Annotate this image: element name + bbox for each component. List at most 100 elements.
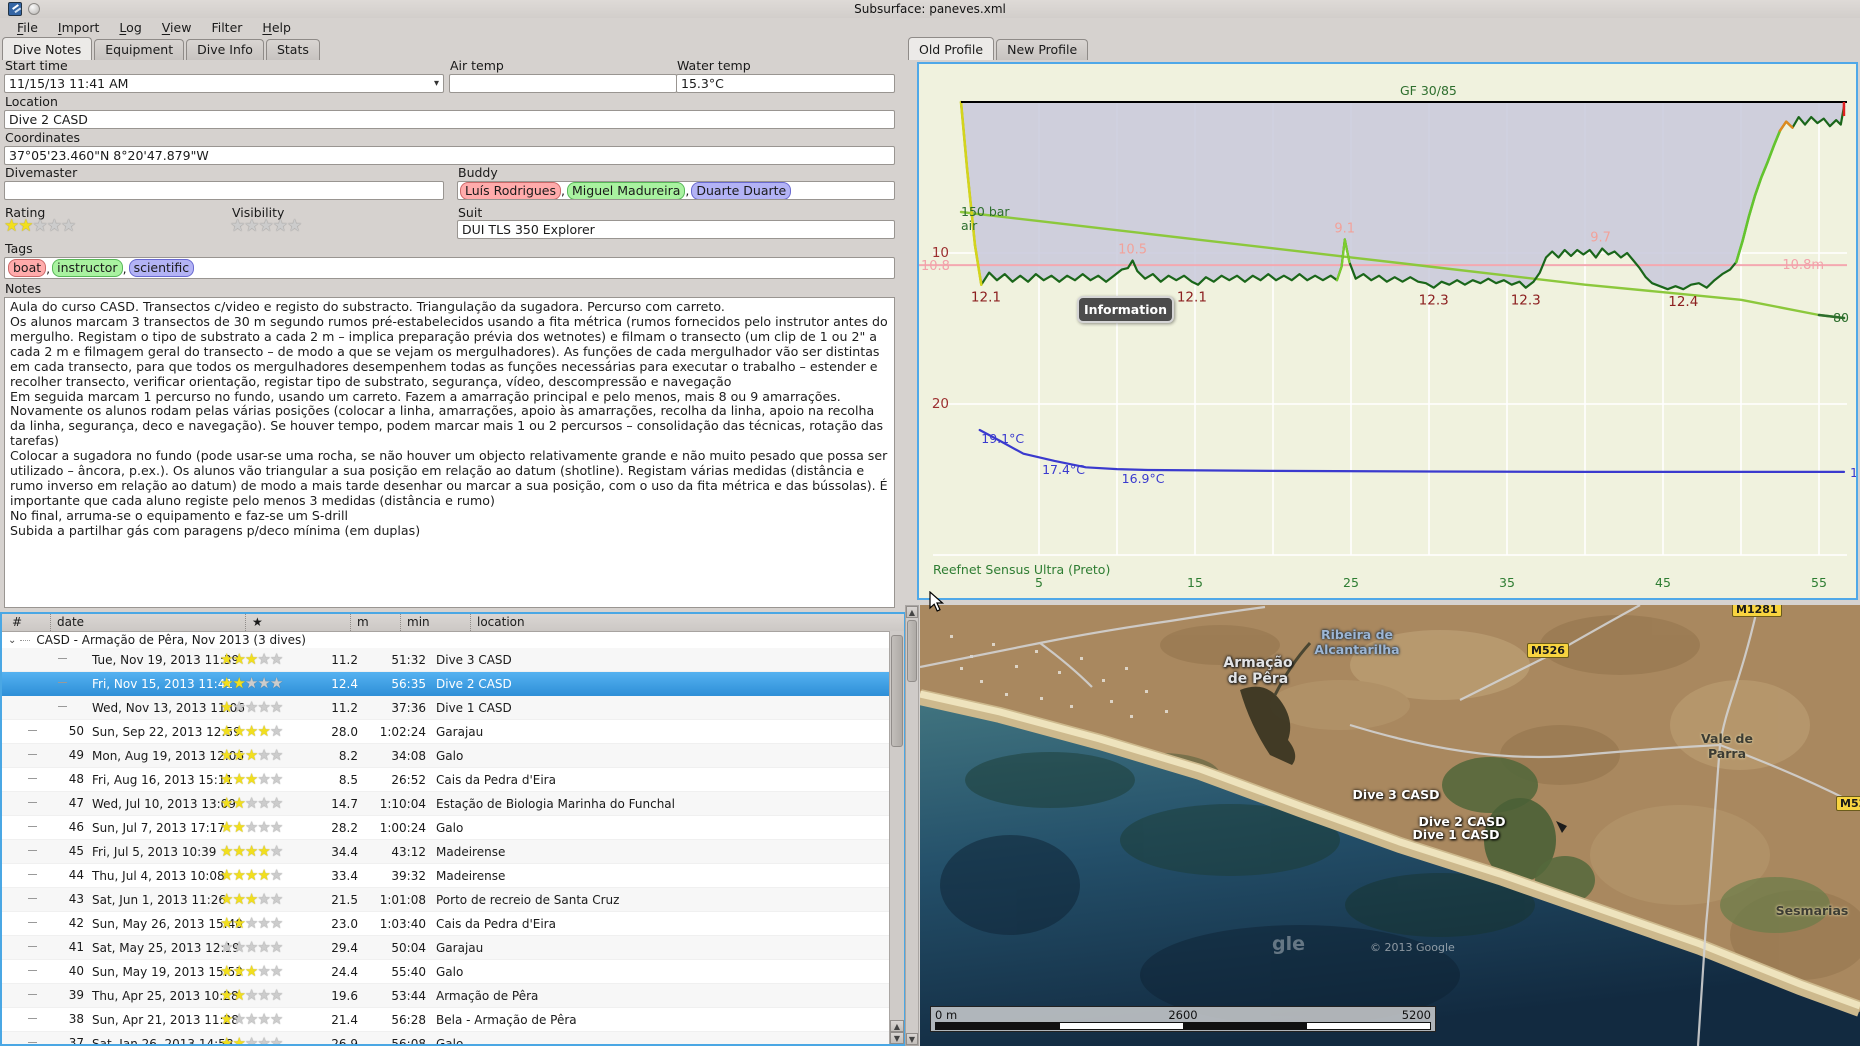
dive-date: Wed, Nov 13, 2013 11:06	[92, 700, 245, 715]
table-row[interactable]: Tue, Nov 19, 2013 11:39 ★ ★ ★ ★ ★ 11.2 51:32 Div…	[2, 648, 904, 672]
chip-instructor[interactable]: instructor	[52, 259, 123, 277]
table-row[interactable]: 48 Fri, Aug 16, 2013 15:11 ★ ★ ★ ★ ★ 8.5 26:52 Ca…	[2, 768, 904, 792]
tab-dive-info[interactable]: Dive Info	[186, 39, 264, 60]
chip-scientific[interactable]: scientific	[128, 259, 195, 277]
dive-site-map[interactable]: Armação de Pêra Ribeira de Alcantarilha …	[920, 605, 1860, 1046]
column-separator	[245, 614, 246, 631]
table-row[interactable]: 42 Sun, May 26, 2013 15:40 ★ ★ ★ ★ ★ 23.0 1:03:4…	[2, 912, 904, 936]
column-header-location[interactable]: location	[477, 615, 525, 629]
air-temp-input[interactable]	[449, 74, 677, 93]
scrollbar-thumb[interactable]	[891, 635, 903, 747]
table-row[interactable]: 47 Wed, Jul 10, 2013 13:09 ★ ★ ★ ★ ★ 14.7 1:10:0…	[2, 792, 904, 816]
table-row[interactable]: 43 Sat, Jun 1, 2013 11:26 ★ ★ ★ ★ ★ 21.5 1:01:08…	[2, 888, 904, 912]
svg-text:12.4: 12.4	[1668, 294, 1698, 310]
divemaster-input[interactable]	[4, 181, 444, 200]
table-row[interactable]: 49 Mon, Aug 19, 2013 12:06 ★ ★ ★ ★ ★ 8.2 34:08 Ga…	[2, 744, 904, 768]
tree-branch	[28, 802, 37, 803]
star-empty-icon: ★	[257, 1010, 270, 1028]
menu-view[interactable]: View	[161, 19, 192, 35]
menu-help[interactable]: Help	[262, 19, 291, 35]
menu-import[interactable]: Import	[57, 19, 100, 35]
sea-shadows	[940, 752, 1535, 1025]
table-row[interactable]: Wed, Nov 13, 2013 11:06 ★ ★ ★ ★ ★ 11.2 37:36 Div…	[2, 696, 904, 720]
visibility-stars[interactable]: ★ ★ ★ ★ ★	[230, 218, 302, 235]
table-row[interactable]: 40 Sun, May 19, 2013 15:53 ★ ★ ★ ★ ★ 24.4 55:40 G…	[2, 960, 904, 984]
tab-new-profile[interactable]: New Profile	[996, 39, 1089, 60]
chevron-down-icon[interactable]: ▾	[433, 78, 439, 89]
dive-rating: ★ ★ ★ ★ ★	[220, 940, 312, 955]
information-button[interactable]: Information	[1077, 296, 1174, 323]
rating-stars[interactable]: ★ ★ ★ ★ ★	[4, 218, 76, 235]
dive-depth: 21.4	[331, 1012, 358, 1027]
column-header-min[interactable]: min	[407, 615, 430, 629]
table-row[interactable]: 44 Thu, Jul 4, 2013 10:08 ★ ★ ★ ★ ★ 33.4 39:32 Ma…	[2, 864, 904, 888]
chip-miguel-madureira[interactable]: Miguel Madureira	[567, 182, 686, 199]
coordinates-input[interactable]: 37°05'23.460"N 8°20'47.879"W	[4, 146, 895, 165]
start-time-combo[interactable]: 11/15/13 11:41 AM ▾	[4, 74, 444, 93]
tree-branch	[58, 658, 67, 659]
menu-log[interactable]: Log	[119, 19, 142, 35]
air-temp-label: Air temp	[450, 58, 504, 73]
menu-filter[interactable]: Filter	[211, 19, 243, 35]
map-scroll-down-button[interactable]: ▼	[906, 1033, 918, 1045]
dive-date: Sat, May 25, 2013 12:19	[92, 940, 240, 955]
tags-input[interactable]: boat, instructor, scientific	[4, 257, 895, 279]
column-header-number[interactable]: #	[12, 615, 23, 629]
table-row[interactable]: Fri, Nov 15, 2013 11:41 ★ ★ ★ ★ ★ 12.4 56:35 Div…	[2, 672, 904, 696]
table-row[interactable]: 46 Sun, Jul 7, 2013 17:17 ★ ★ ★ ★ ★ 28.2 1:00:24…	[2, 816, 904, 840]
map-scrollbar-thumb[interactable]	[907, 620, 917, 682]
suit-value: DUI TLS 350 Explorer	[462, 222, 595, 237]
dive-rating: ★ ★ ★ ★ ★	[220, 844, 312, 859]
location-label: Location	[5, 94, 58, 109]
dive-depth: 21.5	[331, 892, 358, 907]
svg-text:20: 20	[932, 396, 949, 412]
tab-dive-notes[interactable]: Dive Notes	[2, 37, 93, 60]
buddy-input[interactable]: Luís Rodrigues, Miguel Madureira, Duarte D…	[457, 181, 895, 200]
chip-boat[interactable]: boat	[8, 259, 47, 277]
table-row[interactable]: 38 Sun, Apr 21, 2013 11:28 ★ ★ ★ ★ ★ 21.4 56:28 B…	[2, 1008, 904, 1032]
scale-mid: 2600	[1168, 1008, 1198, 1022]
svg-text:GF 30/85: GF 30/85	[1400, 83, 1457, 98]
titlebar[interactable]: Subsurface: paneves.xml	[0, 0, 1860, 18]
scroll-down-button[interactable]: ▼	[890, 1032, 904, 1044]
table-row[interactable]: 39 Thu, Apr 25, 2013 10:28 ★ ★ ★ ★ ★ 19.6 53:44 A…	[2, 984, 904, 1008]
column-header-m[interactable]: m	[357, 615, 369, 629]
dive-list-scrollbar[interactable]: ▲ ▼	[889, 631, 904, 1044]
table-row[interactable]: 37 Sat, Jan 26, 2013 14:58 ★ ★ ★ ★ ★ 26.9 56:08 G…	[2, 1032, 904, 1044]
scroll-up-button[interactable]: ▲	[890, 1020, 904, 1032]
column-header-rating[interactable]: ★	[252, 615, 263, 629]
map-scrollbar[interactable]: ▲ ▼	[905, 605, 919, 1046]
dive-date: Thu, Apr 25, 2013 10:28	[92, 988, 239, 1003]
suit-label: Suit	[458, 205, 483, 220]
star-filled-icon: ★	[220, 962, 233, 980]
map-scroll-up-button[interactable]: ▲	[906, 606, 918, 618]
location-input[interactable]: Dive 2 CASD	[4, 110, 895, 129]
dive-trip-row[interactable]: ⌄ CASD - Armação de Pêra, Nov 2013 (3 di…	[2, 632, 904, 648]
suit-input[interactable]: DUI TLS 350 Explorer	[457, 220, 895, 239]
star-filled-icon: ★	[244, 770, 258, 788]
tree-branch	[58, 682, 67, 683]
tree-branch	[58, 706, 67, 707]
chip-luís-rodrigues[interactable]: Luís Rodrigues	[460, 182, 562, 199]
star-filled-icon: ★	[232, 746, 245, 764]
app-icon	[8, 2, 22, 16]
column-header-date[interactable]: date	[57, 615, 85, 629]
collapse-arrow-icon[interactable]: ⌄	[8, 634, 17, 646]
dive-rating: ★ ★ ★ ★ ★	[220, 772, 312, 787]
dive-location: Bela - Armação de Pêra	[436, 1012, 577, 1027]
tab-old-profile[interactable]: Old Profile	[908, 37, 995, 60]
water-temp-input[interactable]: 15.3°C	[676, 74, 895, 93]
tab-equipment[interactable]: Equipment	[94, 39, 185, 60]
table-row[interactable]: 41 Sat, May 25, 2013 12:19 ★ ★ ★ ★ ★ 29.4 50:04 G…	[2, 936, 904, 960]
table-row[interactable]: 45 Fri, Jul 5, 2013 10:39 ★ ★ ★ ★ ★ 34.4 43:12 Ma…	[2, 840, 904, 864]
star-filled-icon: ★	[232, 722, 245, 740]
dive-site-marker[interactable]	[1556, 821, 1567, 833]
chip-duarte-duarte[interactable]: Duarte Duarte	[691, 182, 792, 199]
notes-textarea[interactable]: Aula do curso CASD. Transectos c/video e…	[4, 297, 895, 608]
tab-stats[interactable]: Stats	[265, 39, 320, 60]
star-empty-icon: ★	[257, 770, 270, 788]
menu-file[interactable]: File	[17, 19, 38, 35]
tree-branch	[28, 898, 37, 899]
table-row[interactable]: 50 Sun, Sep 22, 2013 12:59 ★ ★ ★ ★ ★ 28.0 1:02:2…	[2, 720, 904, 744]
window-menu-button[interactable]	[28, 3, 40, 15]
